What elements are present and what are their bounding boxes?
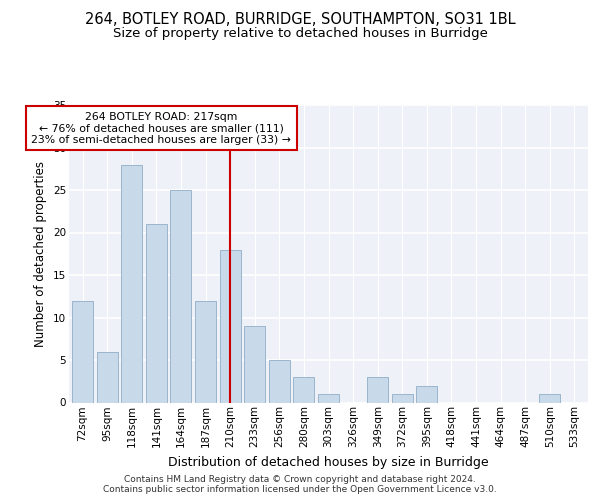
Bar (244, 326, 265, 402)
Bar (416, 386, 437, 402)
Bar (97, 352, 118, 403)
Text: 264, BOTLEY ROAD, BURRIDGE, SOUTHAMPTON, SO31 1BL: 264, BOTLEY ROAD, BURRIDGE, SOUTHAMPTON,… (85, 12, 515, 28)
Bar (146, 224, 167, 402)
Bar (392, 394, 413, 402)
Text: 264 BOTLEY ROAD: 217sqm
← 76% of detached houses are smaller (111)
23% of semi-d: 264 BOTLEY ROAD: 217sqm ← 76% of detache… (31, 112, 291, 145)
Text: Contains HM Land Registry data © Crown copyright and database right 2024.
Contai: Contains HM Land Registry data © Crown c… (103, 474, 497, 494)
Bar (367, 377, 388, 402)
Bar (170, 190, 191, 402)
Bar (72, 300, 93, 402)
Bar (121, 164, 142, 402)
X-axis label: Distribution of detached houses by size in Burridge: Distribution of detached houses by size … (168, 456, 489, 468)
Y-axis label: Number of detached properties: Number of detached properties (34, 161, 47, 347)
Bar (293, 377, 314, 402)
Bar (539, 394, 560, 402)
Bar (318, 394, 339, 402)
Bar (195, 300, 216, 402)
Bar (220, 250, 241, 402)
Bar (269, 360, 290, 403)
Text: Size of property relative to detached houses in Burridge: Size of property relative to detached ho… (113, 26, 487, 40)
